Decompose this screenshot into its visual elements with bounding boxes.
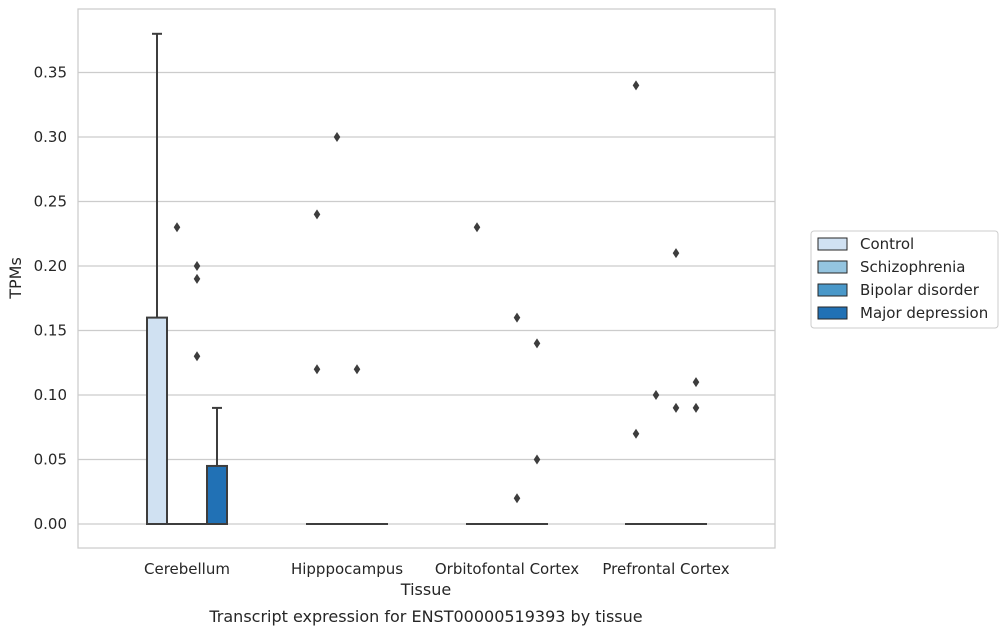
x-tick-label: Hipppocampus: [291, 560, 403, 578]
outlier-point: [533, 454, 541, 465]
box-bipolar-disorder-2: [506, 312, 528, 526]
legend-label: Major depression: [860, 304, 988, 322]
legend-items: Control Schizophrenia Bipolar disorder Majo…: [817, 235, 988, 322]
outlier-point: [313, 364, 321, 375]
chart-caption: Transcript expression for ENST0000051939…: [208, 607, 642, 626]
y-tick-label: 0.00: [34, 515, 67, 533]
box-control-2: [466, 222, 488, 526]
box-control-3: [625, 80, 647, 526]
outlier-point: [672, 248, 680, 259]
y-tick-label: 0.25: [34, 193, 67, 211]
outlier-point: [652, 390, 660, 400]
legend-swatch: [817, 260, 848, 274]
plot-area-frame: [77, 8, 776, 549]
legend-label: Control: [860, 235, 914, 253]
y-tick-label: 0.20: [34, 257, 67, 275]
box-body: [146, 316, 168, 525]
outlier-point: [632, 80, 640, 91]
x-tick-label: Cerebellum: [144, 560, 230, 578]
outlier-point: [692, 377, 700, 388]
y-tick-labels: 0.00 0.05 0.10 0.15 0.20 0.25 0.30 0.35: [34, 64, 67, 534]
legend: Control Schizophrenia Bipolar disorder Majo…: [810, 230, 999, 329]
legend-swatch: [817, 283, 848, 297]
legend-label: Bipolar disorder: [860, 281, 980, 299]
outlier-point: [672, 402, 680, 413]
outlier-point: [692, 402, 700, 413]
box-schizophrenia-3: [645, 390, 667, 526]
box-bipolar-disorder-3: [665, 248, 687, 526]
y-tick-label: 0.15: [34, 322, 67, 340]
y-tick-label: 0.35: [34, 64, 67, 82]
legend-item: Bipolar disorder: [817, 281, 980, 299]
x-tick-labels: Cerebellum Hipppocampus Orbitofontal Corte…: [144, 560, 730, 578]
x-tick-label: Orbitofontal Cortex: [435, 560, 579, 578]
outlier-point: [173, 222, 181, 233]
y-tick-label: 0.10: [34, 386, 67, 404]
y-tick-label: 0.30: [34, 128, 67, 146]
box-major-depression-0: [206, 406, 228, 526]
box-major-depression-2: [526, 338, 548, 526]
legend-swatch: [817, 306, 848, 320]
outlier-point: [473, 222, 481, 233]
x-axis-title: Tissue: [400, 580, 451, 599]
outlier-point: [193, 261, 201, 271]
legend-label: Schizophrenia: [860, 258, 965, 276]
box-control-0: [146, 32, 168, 525]
legend-item: Schizophrenia: [817, 258, 965, 276]
outlier-point: [333, 132, 341, 142]
legend-item: Major depression: [817, 304, 988, 322]
outlier-point: [533, 338, 541, 349]
box-schizophrenia-1: [326, 132, 348, 526]
box-body: [206, 464, 228, 526]
outlier-point: [513, 493, 521, 504]
box-schizophrenia-0: [166, 222, 188, 526]
boxes: [146, 32, 707, 526]
outlier-point: [313, 209, 321, 220]
x-tick-label: Prefrontal Cortex: [602, 560, 729, 578]
grid-lines: [78, 71, 775, 525]
outlier-point: [193, 351, 201, 362]
outlier-point: [513, 312, 521, 323]
box-bipolar-disorder-0: [186, 261, 208, 526]
outlier-point: [353, 364, 361, 375]
y-tick-label: 0.05: [34, 451, 67, 469]
box-control-1: [306, 209, 328, 526]
outlier-point: [193, 273, 201, 284]
box-major-depression-3: [685, 377, 707, 526]
legend-item: Control: [817, 235, 914, 253]
y-axis-title: TPMs: [6, 257, 25, 300]
legend-frame: [810, 230, 999, 329]
legend-swatch: [817, 237, 848, 251]
outlier-point: [632, 428, 640, 439]
box-bipolar-disorder-1: [346, 364, 368, 526]
